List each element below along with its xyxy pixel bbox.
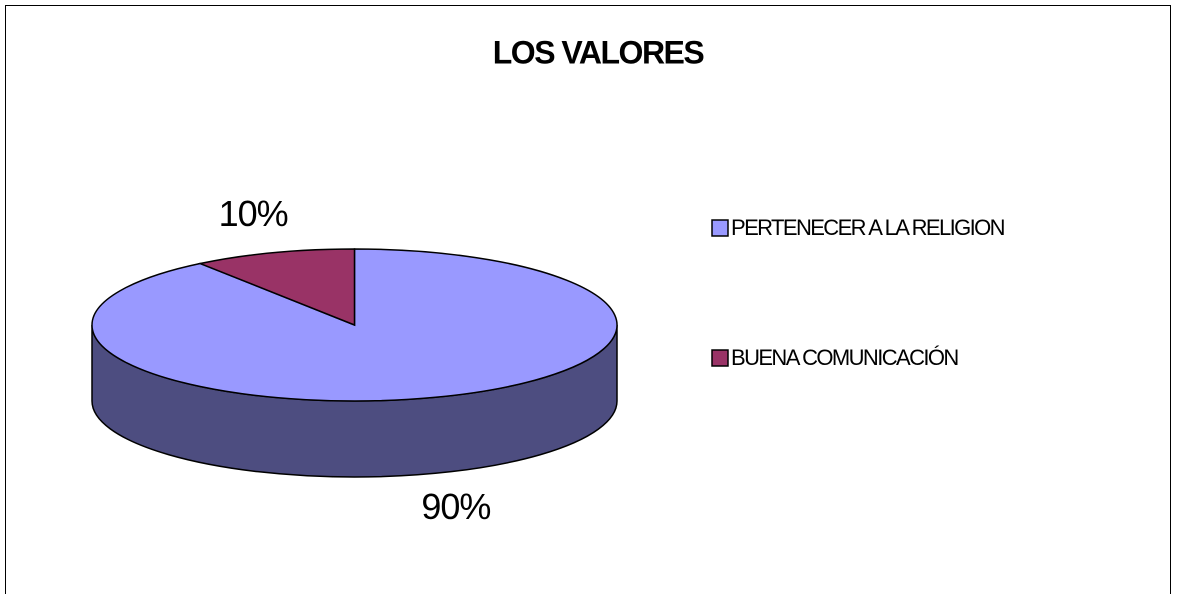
legend-label: BUENA COMUNICACIÓN bbox=[731, 345, 959, 370]
data-label: 90% bbox=[421, 486, 490, 527]
pie-slice bbox=[197, 248, 356, 327]
legend-swatch bbox=[711, 219, 729, 237]
chart-title: LOS VALORES bbox=[493, 34, 705, 70]
data-label: 10% bbox=[219, 193, 288, 234]
legend-label: PERTENECER A LA RELIGION bbox=[731, 215, 1006, 240]
legend-swatch bbox=[711, 349, 729, 367]
